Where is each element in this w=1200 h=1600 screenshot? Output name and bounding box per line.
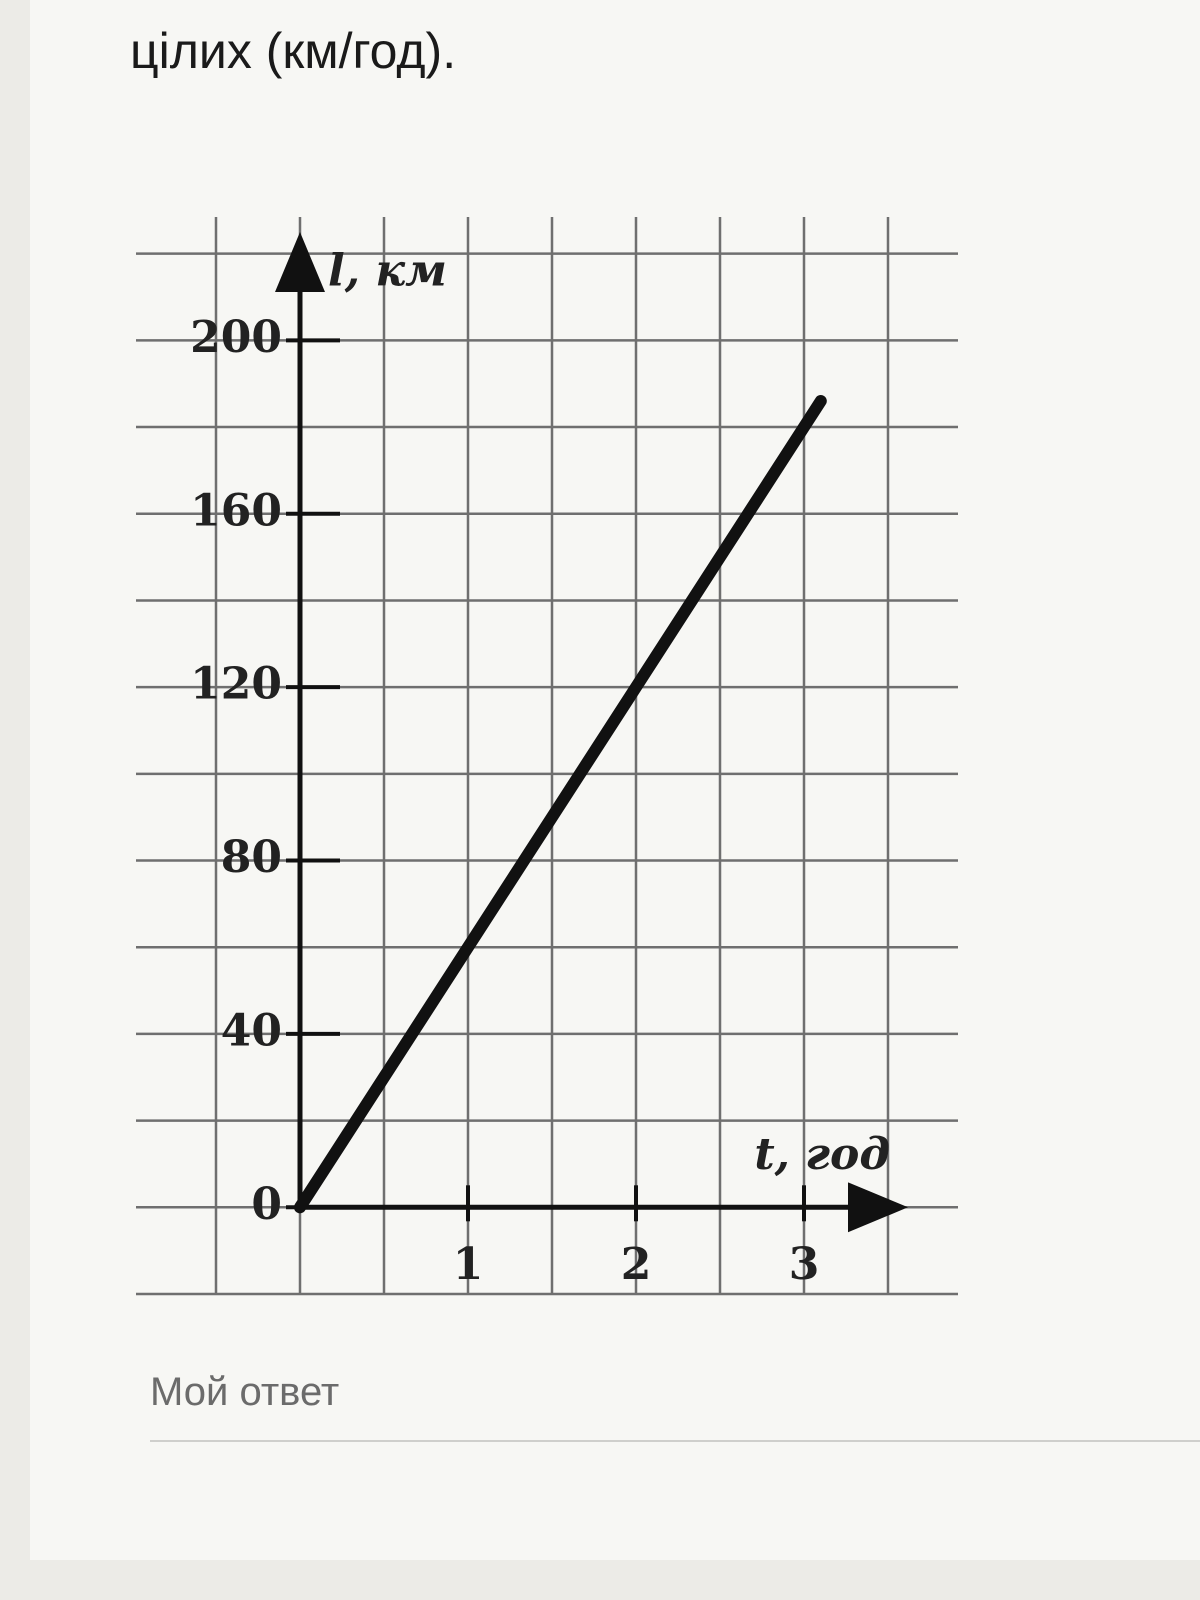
x-tick-label: 3 [789,1239,820,1290]
y-tick-label: 200 [190,312,282,363]
y-tick-label: 40 [221,1005,282,1056]
y-tick-label: 120 [190,659,282,710]
answer-underline [150,1440,1200,1442]
y-tick-label: 160 [190,485,282,536]
x-tick-label: 2 [621,1239,652,1290]
data-line [294,395,827,1214]
x-tick-label: 1 [453,1239,484,1290]
question-text: цілих (км/год). [130,23,457,79]
y-tick-label: 0 [251,1179,282,1230]
y-axis-label: l, км [328,246,447,297]
answer-input[interactable]: Мой ответ [150,1370,340,1414]
y-tick-label: 80 [221,832,282,883]
chart: 0 40 80 120 160 200 1 2 3 l, км t, год [136,217,958,1296]
x-axis-label: t, год [754,1129,890,1180]
form-card [30,0,1200,1560]
